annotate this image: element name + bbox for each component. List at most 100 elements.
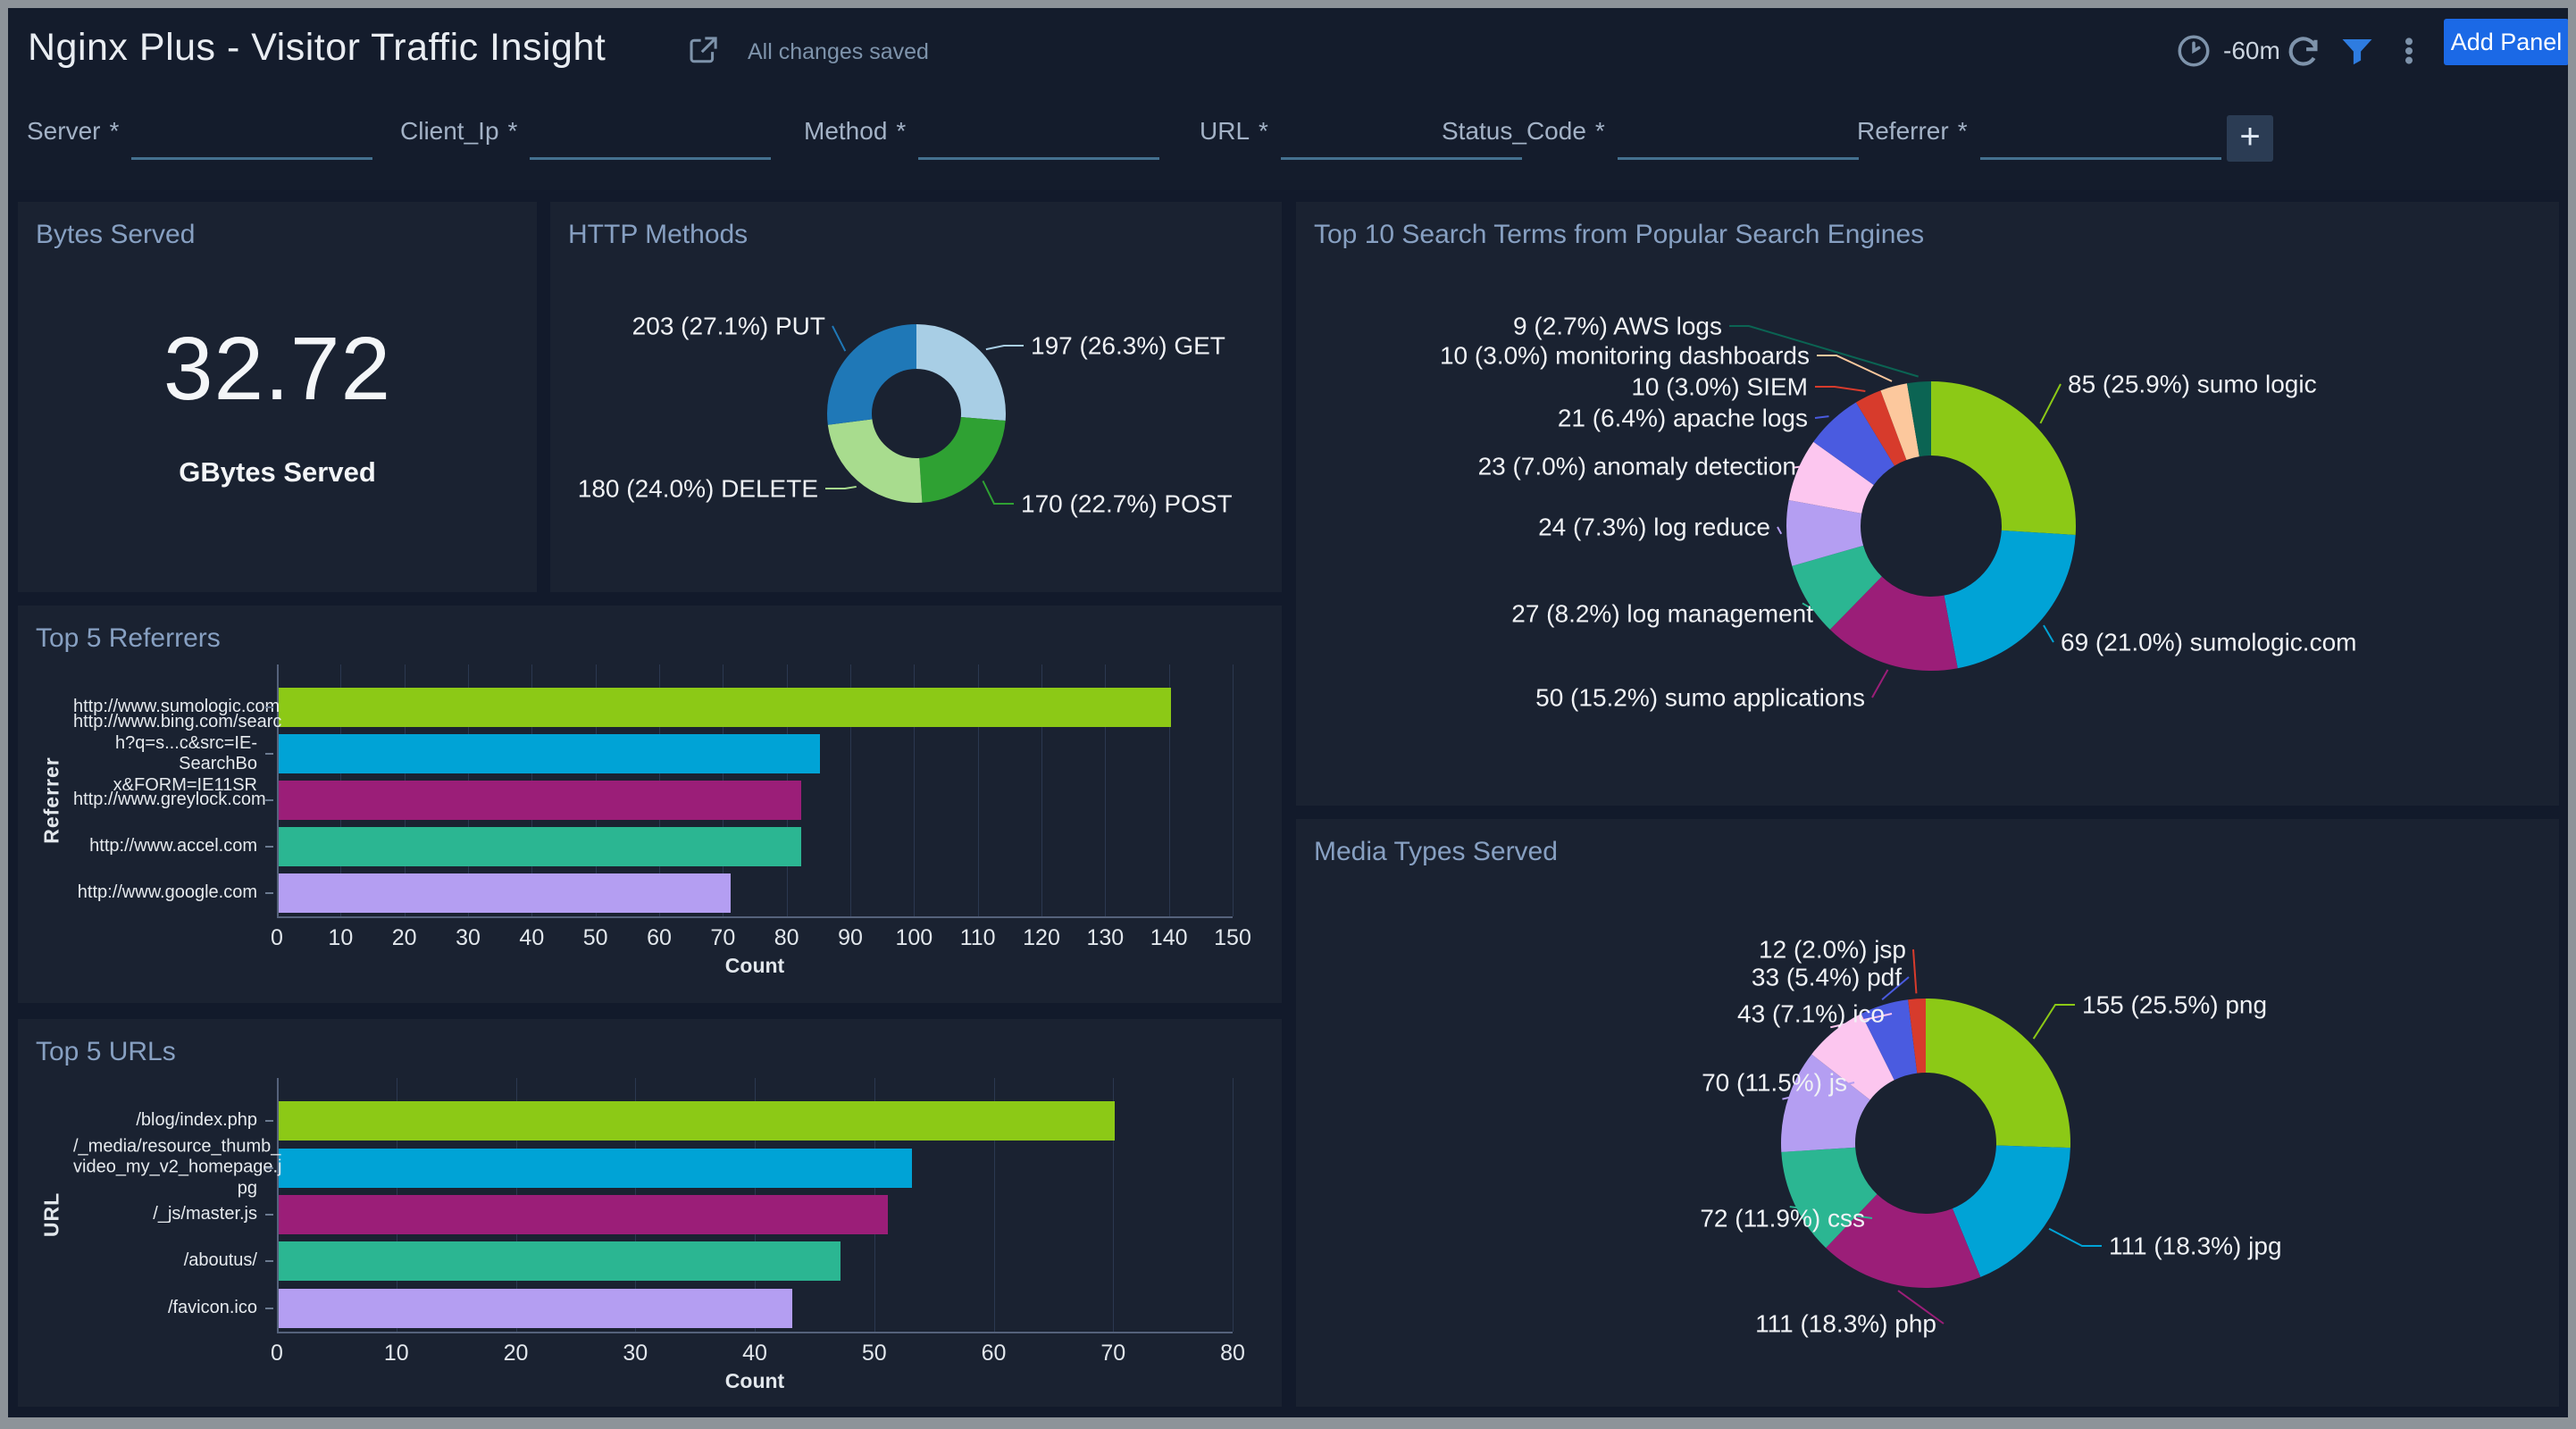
label-leader-line — [1815, 386, 1866, 392]
top-bar: Nginx Plus - Visitor Traffic Insight All… — [8, 8, 2568, 190]
donut-slice-PUT[interactable] — [827, 324, 1006, 503]
donut-chart: 85 (25.9%) sumo logic 69 (21.0%) sumologi… — [1440, 313, 2357, 712]
slice-label: 27 (8.2%) log management — [1511, 600, 1813, 628]
bar-3[interactable] — [279, 1195, 889, 1234]
bar-1[interactable] — [279, 688, 1171, 727]
category-label: http://www.bing.com/searc h?q=s...c&src=… — [73, 711, 282, 795]
gridline — [1168, 664, 1170, 916]
donut-slice-php[interactable] — [1781, 999, 2070, 1288]
gridline — [1041, 664, 1042, 916]
time-range-label: -60m — [2223, 37, 2280, 64]
dashboard-app: Nginx Plus - Visitor Traffic Insight All… — [8, 8, 2568, 1417]
filter-field-method: Method * — [804, 117, 1160, 160]
label-leader-line — [1897, 1290, 1945, 1325]
category-tick — [265, 1120, 273, 1123]
refresh-button[interactable] — [2280, 28, 2327, 74]
bar-5[interactable] — [279, 873, 732, 913]
filter-label: Method — [804, 117, 888, 145]
x-tick-label: 80 — [774, 925, 799, 950]
filter-input-referrer[interactable] — [1979, 157, 2221, 160]
gridline — [1113, 1078, 1115, 1332]
filter-input-status_code[interactable] — [1617, 157, 1859, 160]
panel-bytes-served: Bytes Served 32.72 GBytes Served — [18, 202, 537, 592]
bar-4[interactable] — [279, 827, 801, 866]
add-panel-button[interactable]: Add Panel — [2444, 19, 2568, 65]
panel-title: Top 5 URLs — [36, 1037, 176, 1066]
clock-icon — [2178, 35, 2210, 67]
filter-field-server: Server * — [27, 117, 373, 160]
category-tick — [265, 1166, 273, 1169]
category-tick — [265, 1307, 273, 1309]
donut-slice-jsp[interactable] — [1781, 999, 2070, 1288]
gridline — [277, 1078, 279, 1332]
y-axis-title: Referrer — [39, 756, 63, 844]
category-tick — [265, 753, 273, 755]
category-label: http://www.google.com — [77, 882, 257, 903]
bytes-served-value: 32.72 — [163, 319, 392, 419]
slice-label: 23 (7.0%) anomaly detection — [1478, 453, 1796, 481]
slice-label: 180 (24.0%) DELETE — [578, 475, 818, 503]
filter-field-referrer: Referrer * — [1857, 117, 2221, 160]
label-leader-line — [2043, 624, 2054, 643]
x-tick-label: 150 — [1214, 925, 1251, 950]
bar-5[interactable] — [279, 1288, 793, 1328]
label-leader-line — [1789, 1206, 1873, 1219]
donut-slice-AWS logs[interactable] — [1786, 381, 2076, 671]
bar-1[interactable] — [279, 1101, 1116, 1141]
required-marker: * — [507, 117, 518, 145]
x-tick-label: 40 — [742, 1341, 767, 1366]
label-leader-line — [985, 345, 1024, 351]
filter-input-method[interactable] — [918, 157, 1160, 160]
x-tick-label: 10 — [383, 1341, 409, 1366]
label-leader-line — [1729, 325, 1919, 378]
filter-input-client_ip[interactable] — [530, 157, 772, 160]
required-marker: * — [109, 117, 120, 145]
donut-slice-DELETE[interactable] — [827, 324, 1006, 503]
x-tick-label: 110 — [959, 925, 996, 950]
bar-4[interactable] — [279, 1241, 841, 1282]
filter-label: Server — [27, 117, 101, 145]
x-axis-title: Count — [724, 954, 785, 977]
category-tick — [265, 706, 273, 708]
donut-slice-log reduce[interactable] — [1786, 381, 2076, 671]
page-title: Nginx Plus - Visitor Traffic Insight — [28, 26, 606, 69]
bar-2[interactable] — [279, 1148, 912, 1188]
x-axis-title: Count — [724, 1369, 785, 1392]
slice-label: 111 (18.3%) php — [1755, 1310, 1936, 1338]
donut-slice-js[interactable] — [1781, 999, 2070, 1288]
x-tick-label: 70 — [710, 925, 736, 950]
category-label: /_media/resource_thumb_ video_my_v2_home… — [73, 1136, 282, 1199]
time-range-button[interactable]: -60m — [2175, 28, 2280, 74]
x-tick-label: 0 — [271, 925, 283, 950]
label-leader-line — [825, 485, 857, 489]
add-filter-button[interactable]: + — [2227, 115, 2273, 162]
share-button[interactable] — [685, 33, 721, 69]
category-tick — [265, 799, 273, 801]
donut-slice-sumo applications[interactable] — [1786, 381, 2076, 671]
x-tick-label: 60 — [981, 1341, 1007, 1366]
required-marker: * — [1957, 117, 1968, 145]
filter-toggle-button[interactable] — [2334, 28, 2380, 74]
gridline — [277, 664, 279, 916]
filter-field-status_code: Status_Code * — [1442, 117, 1859, 160]
category-label: /aboutus/ — [183, 1250, 257, 1271]
x-tick-label: 10 — [328, 925, 354, 950]
bar-chart: 0 10 20 30 40 50 60 70 80 90 100 110 120 130 140 150 htt… — [18, 606, 1282, 1003]
more-options-button[interactable] — [2386, 28, 2432, 74]
filter-input-server[interactable] — [131, 157, 373, 160]
x-tick-label: 130 — [1086, 925, 1125, 950]
category-label: /favicon.ico — [167, 1298, 257, 1317]
filter-label: Referrer — [1857, 117, 1949, 145]
required-marker: * — [896, 117, 907, 145]
required-marker: * — [1259, 117, 1268, 145]
filter-input-url[interactable] — [1280, 157, 1522, 160]
category-label: http://www.accel.com — [89, 836, 257, 857]
bar-3[interactable] — [279, 781, 801, 820]
category-tick — [265, 1260, 273, 1263]
panel-title: Bytes Served — [36, 220, 196, 249]
bar-2[interactable] — [279, 734, 821, 773]
slice-label: 69 (21.0%) sumologic.com — [2061, 629, 2356, 656]
category-label: http://www.sumologic.com — [73, 697, 280, 717]
panel-top-urls: Top 5 URLs 0 10 20 30 40 50 60 70 80/blog/index.… — [18, 1019, 1282, 1407]
